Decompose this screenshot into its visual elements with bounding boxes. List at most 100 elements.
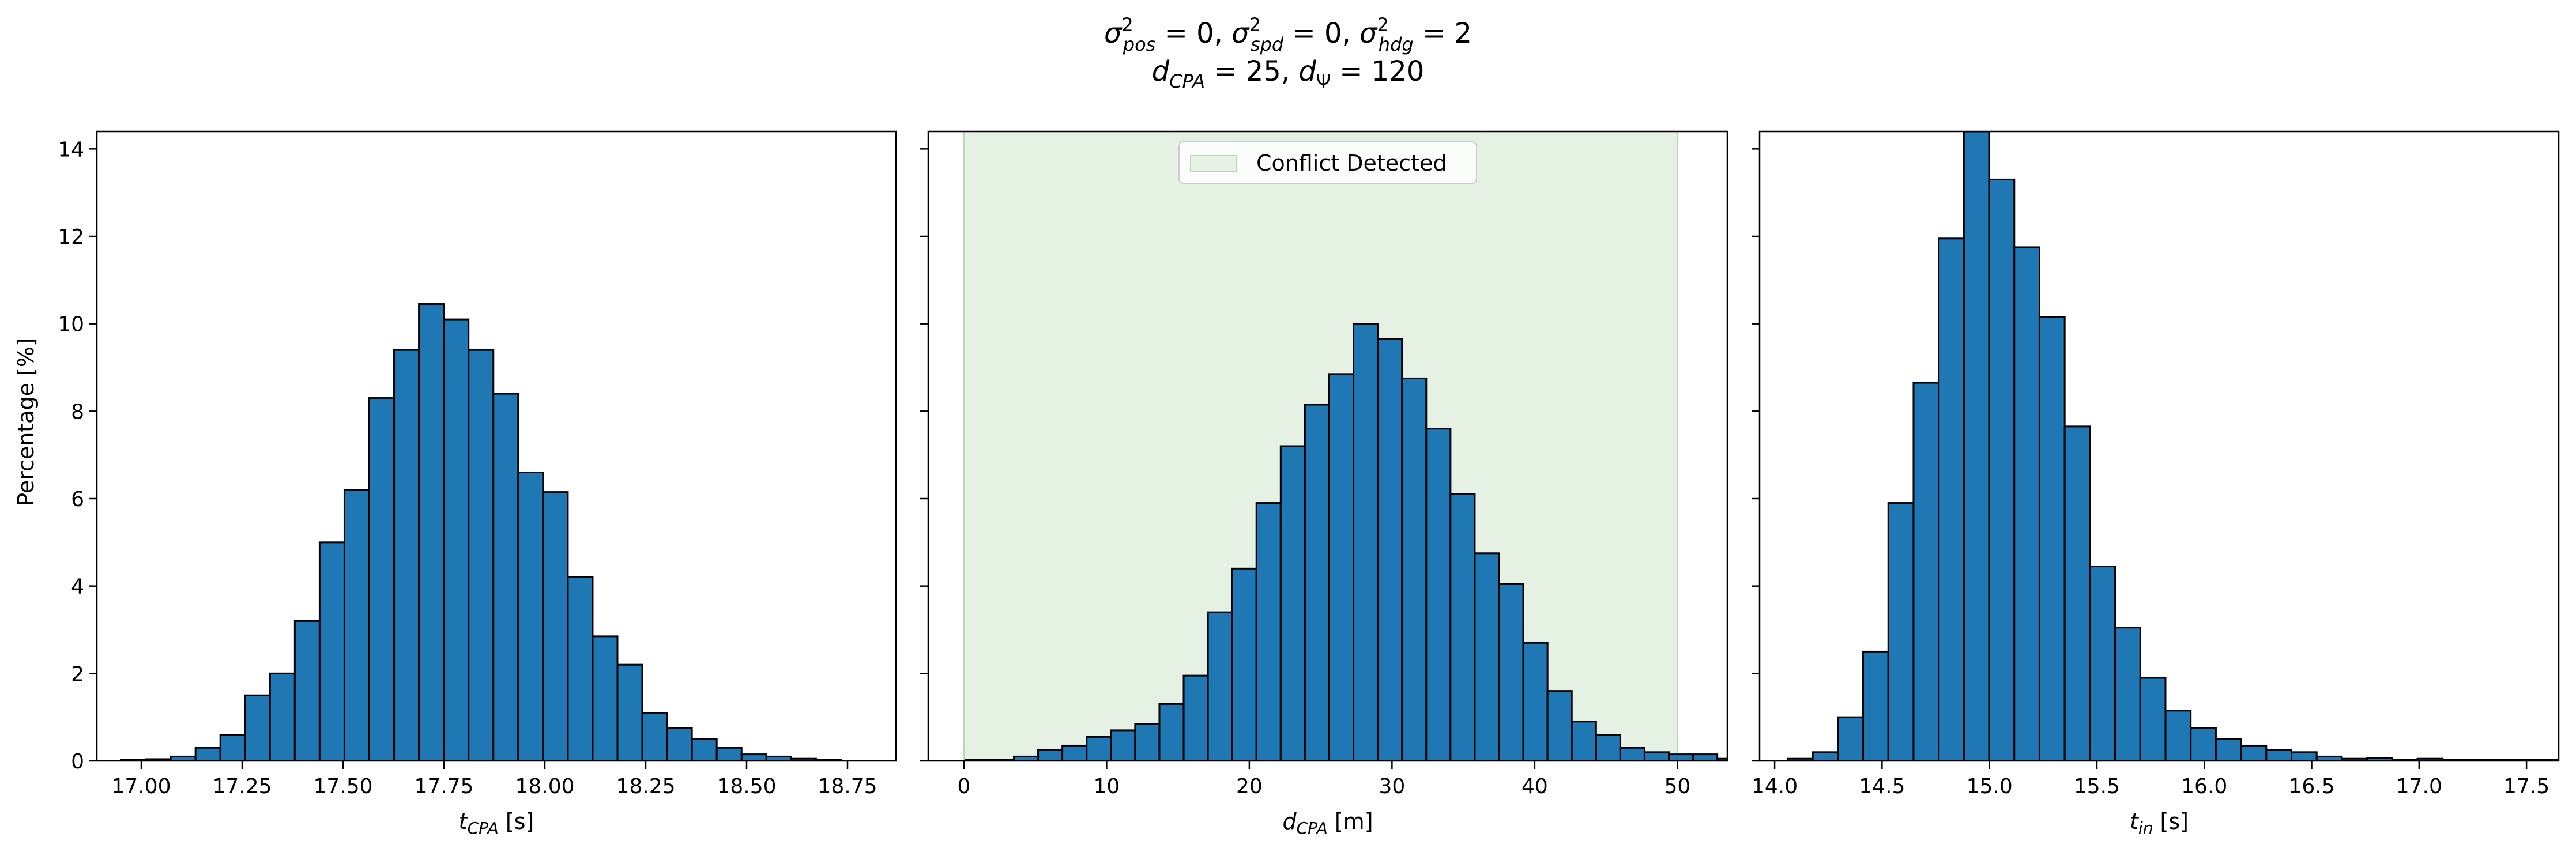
histogram-bar [1110,729,1136,761]
histogram-bar [1692,753,1719,761]
histogram-bar [1474,552,1500,761]
histogram-bar [2190,727,2217,761]
histogram-bar [1716,757,1727,761]
histogram-bar [2265,749,2293,761]
histogram-bar [715,747,743,761]
axes-frame [927,130,1728,762]
panel-dcpa: 0 10 20 30 40 50 dCPA [m] Conflict Detected [920,130,1728,838]
histogram-bar [567,576,594,761]
histogram-bar [1353,323,1379,761]
histogram-bar [1061,744,1088,761]
histogram-bar [1522,642,1549,761]
figure-title-line2: dCPA = 25, dΨ = 120 [1152,55,1425,92]
y-tick-label: 14 [58,138,84,161]
histogram-bar [1988,178,2016,761]
histogram-bar [269,672,296,761]
histogram-bar [2063,425,2091,761]
x-tick-label: 17.75 [414,775,473,798]
histogram-bar [666,727,693,761]
histogram-bar [542,491,569,761]
axes-frame [1758,130,2560,762]
x-tick-label: 14.0 [1752,775,1798,798]
histogram-bar [691,738,718,761]
histogram-bar [592,635,619,761]
y-tick-label: 2 [71,662,84,686]
histogram-bar [1377,338,1403,761]
x-tick-label: 18.25 [616,775,675,798]
legend-box [1178,141,1477,184]
histogram-bar [343,489,371,761]
histogram-bar [1812,751,1839,761]
histogram-bar [1668,753,1694,761]
histogram-bar [2240,744,2268,761]
y-tick-label: 10 [58,313,84,337]
histogram-bar [1862,650,1889,761]
plot-area [1786,131,2559,761]
x-axis-label: dCPA [m] [1282,809,1373,838]
x-tick-label: 14.5 [1859,775,1905,798]
histogram-bar [1571,721,1597,761]
x-axis-label: tin [s] [2130,809,2189,838]
histogram-bar [1086,736,1112,761]
x-tick-label: 0 [957,775,970,798]
histogram-bar [1255,502,1282,761]
histogram-bar [1643,751,1670,761]
x-tick-label: 17.0 [2396,775,2442,798]
x-axis-label: tCPA [s] [459,809,534,838]
x-tick-label: 18.00 [515,775,574,798]
x-tick-label: 17.50 [313,775,372,798]
histogram-bar [1837,716,1865,761]
x-tick-label: 17.5 [2503,775,2549,798]
histogram-bar [1912,382,1940,761]
x-tick-label: 40 [1522,775,1548,798]
histogram-bar [393,349,420,761]
histogram-bar [740,753,767,761]
plot-area [120,303,842,761]
histogram-bar [219,734,246,761]
x-tick-label: 18.50 [717,775,776,798]
x-tick-label: 16.0 [2181,775,2227,798]
legend-label: Conflict Detected [1256,150,1447,176]
histogram-bar [1279,445,1306,761]
histogram-bar [616,663,643,761]
panel-tcpa: 0 2 4 6 8 10 12 14 17.00 17.25 17.50 17.75 18.00 18.2… [58,130,897,838]
histogram-bar [2114,627,2141,761]
y-axis-label: Percentage [%] [13,338,39,506]
plot-area [963,131,1727,761]
x-tick-label: 17.00 [111,775,171,798]
histogram-bar [1546,690,1573,761]
histogram-bar [1498,583,1524,761]
x-tick-label: 18.75 [818,775,877,798]
histogram-bar [2164,710,2192,761]
x-tick-label: 15.0 [1967,775,2013,798]
histogram-bar [1304,404,1330,761]
legend-swatch [1190,155,1237,172]
x-tick-label: 16.5 [2288,775,2334,798]
histogram-bar [2215,738,2242,761]
axes-frame [96,130,897,762]
histogram-bar [1425,428,1452,761]
figure-title-line1: σ2 pos = 0, σ2 spd = 0, σ2 hdg = 2 [1104,14,1472,55]
x-tick-label: 20 [1236,775,1263,798]
histogram-bar [368,397,396,761]
histogram-bar [1887,502,1915,761]
histogram-bar [443,318,470,761]
x-tick-label: 15.5 [2074,775,2120,798]
histogram-bar [2013,246,2040,761]
x-tick-label: 17.25 [212,775,272,798]
histogram-bar [2291,751,2318,761]
histogram-bar [318,541,345,761]
x-tick-label: 50 [1664,775,1690,798]
legend: Conflict Detected [1178,141,1477,184]
histogram-bar [293,620,321,761]
histogram-bar [1182,674,1209,761]
y-tick-label: 6 [71,488,84,511]
histogram-bar [1401,377,1428,761]
histogram-bar [1938,237,1965,761]
y-tick-label: 8 [71,400,84,424]
panel-tin: 14.0 14.5 15.0 15.5 16.0 16.5 17.0 17.5 tin [s] [1752,130,2560,838]
histogram-bar [492,393,519,761]
histogram-bar [2139,677,2167,761]
histogram-bar [641,712,668,761]
